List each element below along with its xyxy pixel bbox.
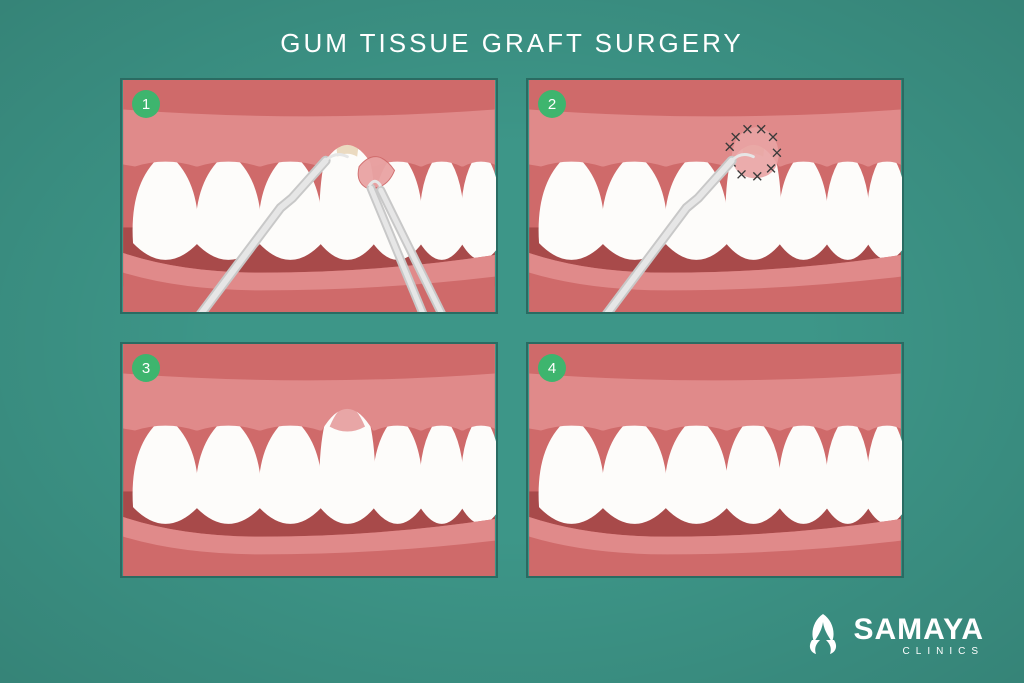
logo-text: SAMAYA CLINICS (854, 615, 985, 657)
infographic-title: GUM TISSUE GRAFT SURGERY (0, 28, 1024, 59)
step-number-badge: 3 (132, 354, 160, 382)
panel-illustration (122, 80, 496, 312)
brand-logo: SAMAYA CLINICS (800, 610, 985, 661)
logo-brand: SAMAYA (854, 615, 985, 645)
step-number-badge: 4 (538, 354, 566, 382)
panel-step-2: 2 (526, 78, 904, 314)
step-number-badge: 2 (538, 90, 566, 118)
panel-illustration (528, 344, 902, 576)
logo-subtitle: CLINICS (854, 646, 985, 657)
panel-illustration (122, 344, 496, 576)
panel-step-1: 1 (120, 78, 498, 314)
panel-step-3: 3 (120, 342, 498, 578)
panel-illustration (528, 80, 902, 312)
panel-step-4: 4 (526, 342, 904, 578)
step-number-badge: 1 (132, 90, 160, 118)
logo-leaf-icon (800, 610, 846, 661)
panel-grid: 1 2 3 (120, 78, 904, 578)
